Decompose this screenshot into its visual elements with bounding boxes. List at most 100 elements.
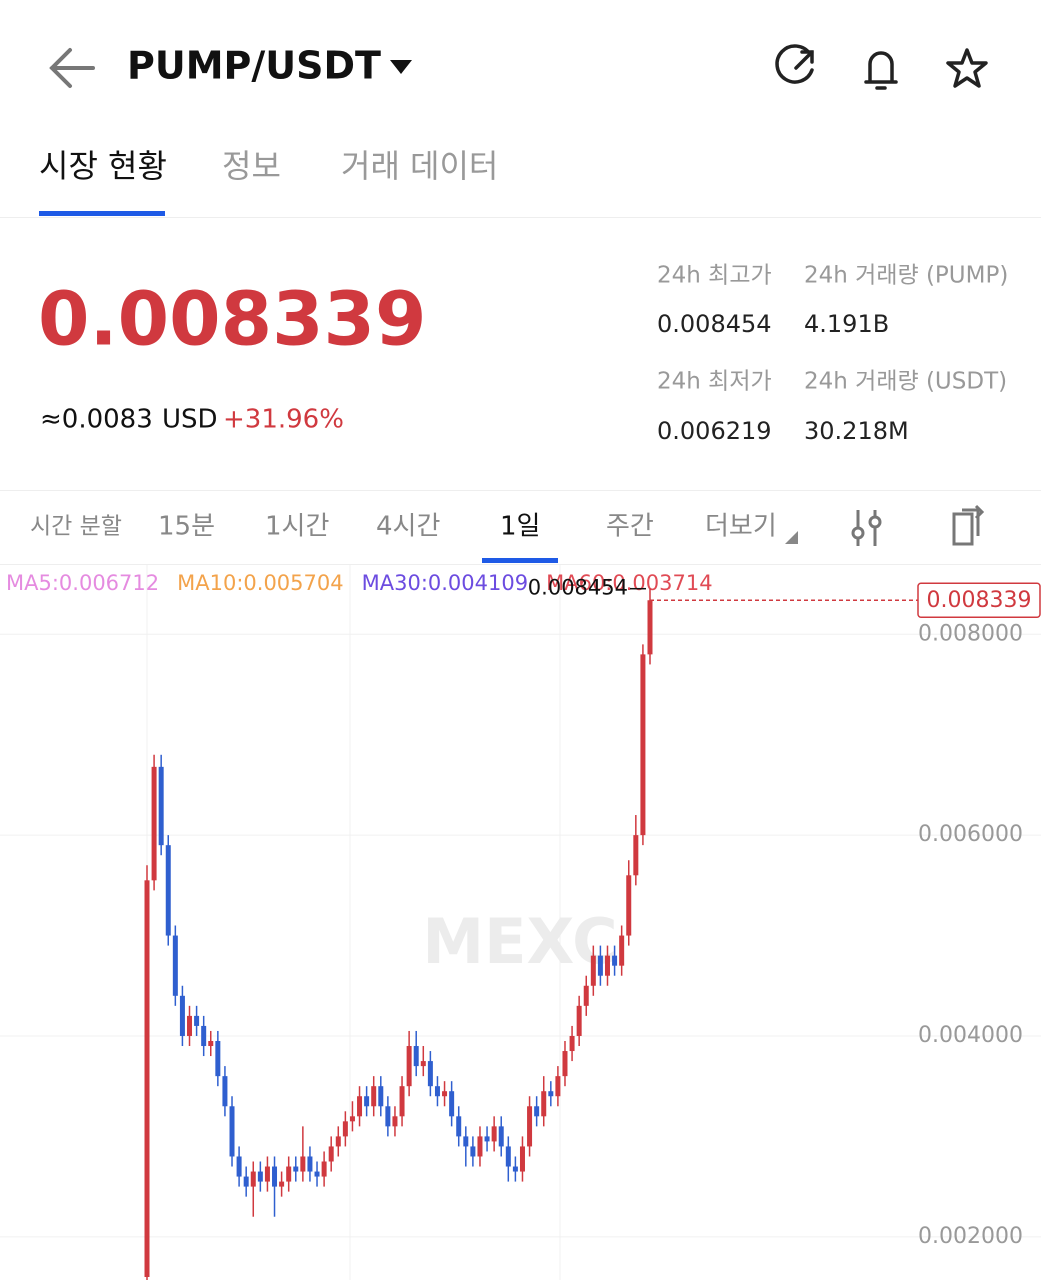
y-tick-label: 0.006000 xyxy=(918,822,1023,847)
tab[interactable]: 시장 현황 xyxy=(39,147,167,185)
candle-body xyxy=(633,835,639,876)
candle-body xyxy=(576,1005,582,1036)
candle-body xyxy=(449,1091,455,1117)
candle-body xyxy=(314,1171,320,1177)
stat-value: 4.191B xyxy=(804,310,889,338)
candle-body xyxy=(456,1116,462,1137)
timeframe[interactable]: 15분 xyxy=(158,512,215,542)
divider xyxy=(0,490,1041,491)
indicator-label: MA10:0.005704 xyxy=(177,571,343,595)
candle-body xyxy=(541,1091,547,1117)
more-icon xyxy=(785,531,798,544)
tab[interactable]: 정보 xyxy=(222,147,281,185)
candle-body xyxy=(187,1015,193,1036)
candle-body xyxy=(590,955,596,986)
stat-label: 24h 거래량 (USDT) xyxy=(804,369,1007,395)
back-button[interactable] xyxy=(49,48,95,88)
candle-body xyxy=(229,1106,235,1157)
dropdown-icon[interactable] xyxy=(390,60,412,74)
price-change: +31.96% xyxy=(223,405,344,435)
stat-label: 24h 거래량 (PUMP) xyxy=(804,263,1008,289)
candle-body xyxy=(172,935,178,996)
candle-body xyxy=(264,1166,270,1182)
alert-icon[interactable] xyxy=(864,51,898,90)
candle-body xyxy=(165,845,171,936)
candle-body xyxy=(364,1096,370,1107)
timeframe[interactable]: 4시간 xyxy=(376,512,440,542)
candle-body xyxy=(321,1161,327,1177)
candle-body xyxy=(484,1136,490,1142)
candle-body xyxy=(286,1166,292,1182)
candle-body xyxy=(442,1091,448,1097)
candle-body xyxy=(385,1106,391,1127)
candle-body xyxy=(349,1116,355,1122)
divider xyxy=(0,564,1041,565)
candle-body xyxy=(470,1146,476,1157)
candle-body xyxy=(498,1126,504,1147)
candle-body xyxy=(640,654,646,836)
stat-label: 24h 최고가 xyxy=(657,263,772,289)
candle-body xyxy=(257,1171,263,1182)
favorite-icon[interactable] xyxy=(946,48,988,88)
candle-body xyxy=(158,766,164,846)
candle-body xyxy=(413,1046,419,1067)
rotate-icon[interactable] xyxy=(952,504,985,546)
tab-indicator xyxy=(39,211,165,216)
candle-body xyxy=(179,995,185,1036)
stat-value: 0.008454 xyxy=(657,310,772,338)
tab[interactable]: 거래 데이터 xyxy=(341,147,498,185)
share-icon[interactable] xyxy=(775,44,814,84)
candle-body xyxy=(463,1136,469,1147)
y-tick-label: 0.008000 xyxy=(918,621,1023,646)
candle-body xyxy=(555,1076,561,1097)
high-label: 0.008454 xyxy=(528,576,628,600)
candle-body xyxy=(328,1146,334,1162)
candle-body xyxy=(519,1146,525,1172)
candle-body xyxy=(562,1051,568,1077)
candle-body xyxy=(293,1166,299,1172)
candle-body xyxy=(477,1136,483,1157)
toolbar-dots xyxy=(851,515,882,540)
candle-body xyxy=(335,1136,341,1147)
candle-body xyxy=(144,880,150,1277)
candle-body xyxy=(626,875,632,936)
y-tick-label: 0.004000 xyxy=(918,1023,1023,1048)
candle-body xyxy=(392,1116,398,1127)
currency: USD xyxy=(162,405,218,435)
pair-title[interactable]: PUMP/USDT xyxy=(127,44,381,88)
candle-body xyxy=(236,1156,242,1177)
candle-body xyxy=(243,1176,249,1187)
last-price-label: 0.008339 xyxy=(927,588,1032,613)
candle-body xyxy=(279,1181,285,1187)
candle-body xyxy=(215,1040,221,1077)
candle-body xyxy=(427,1061,433,1087)
candle-body xyxy=(399,1086,405,1117)
stat-label: 24h 최저가 xyxy=(657,369,772,395)
approx-price: ≈0.0083 xyxy=(40,405,153,435)
candle-body xyxy=(604,955,610,976)
candle-body xyxy=(406,1046,412,1087)
candle-body xyxy=(619,935,625,966)
candle-body xyxy=(527,1106,533,1147)
timeframe[interactable]: 시간 분할 xyxy=(30,514,122,540)
y-tick-label: 0.002000 xyxy=(918,1224,1023,1249)
stat-value: 0.006219 xyxy=(657,417,772,445)
candle-body xyxy=(505,1146,511,1167)
candle-body xyxy=(250,1171,256,1187)
candle-body xyxy=(151,766,157,881)
indicator-label: MA60:0.003714 xyxy=(546,571,712,595)
candle-body xyxy=(342,1121,348,1137)
timeframe[interactable]: 더보기 xyxy=(705,512,777,542)
timeframe[interactable]: 1일 xyxy=(500,512,540,542)
watermark: MEXC xyxy=(422,905,617,978)
candle-body xyxy=(201,1025,207,1047)
candle-body xyxy=(222,1076,228,1107)
candle-body xyxy=(420,1061,426,1067)
timeframe[interactable]: 1시간 xyxy=(265,512,329,542)
candle-body xyxy=(534,1106,540,1117)
candle-body xyxy=(491,1126,497,1142)
timeframe[interactable]: 주간 xyxy=(606,512,654,542)
candle-body xyxy=(512,1166,518,1172)
candle-body xyxy=(612,955,618,966)
